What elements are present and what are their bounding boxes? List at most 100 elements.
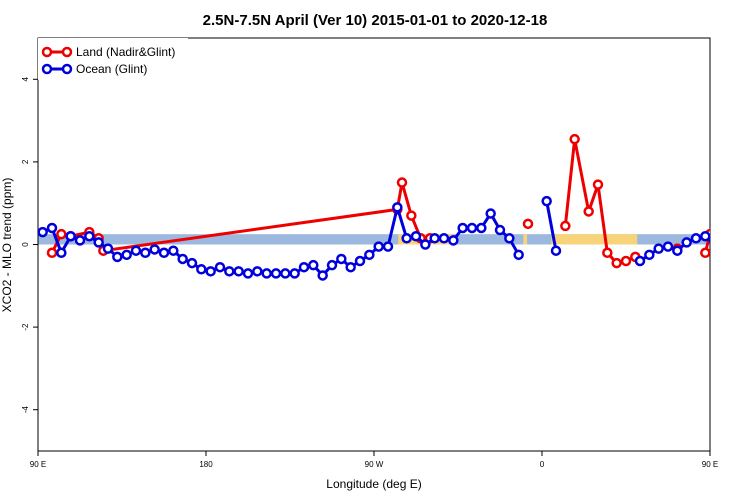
y-tick-label-0: -4: [21, 406, 30, 414]
series-0-point-14: [560, 220, 571, 232]
series-0-point-19: [611, 257, 622, 269]
series-1-point-16: [186, 257, 198, 269]
series-1-point-37: [382, 241, 394, 252]
series-0-point-12: [522, 218, 534, 230]
series-1-point-22: [242, 268, 254, 279]
series-1-point-9: [121, 249, 132, 261]
series-0-point-20: [620, 255, 632, 267]
series-1-point-53: [541, 195, 552, 207]
series-1-point-59: [662, 241, 674, 252]
chart-title: 2.5N-7.5N April (Ver 10) 2015-01-01 to 2…: [203, 12, 548, 29]
x-tick-label-4: 90 E: [702, 460, 718, 469]
series-0-point-7: [396, 177, 408, 188]
series-0-point-29: [734, 232, 742, 240]
series-1-point-2: [56, 247, 67, 259]
series-1-point-43: [438, 233, 450, 244]
legend: Land (Nadir&Glint) Ocean (Glint): [38, 38, 188, 80]
band-land-3: [716, 234, 750, 244]
series-1-point-63: [700, 230, 710, 242]
series-1-point-11: [140, 247, 151, 259]
series-1-point-42: [429, 233, 440, 244]
series-0-point-18: [602, 247, 613, 259]
series-1-point-41: [420, 239, 431, 250]
series-1-point-65: [720, 228, 728, 236]
series-0-point-16: [583, 206, 594, 217]
series-1-point-36: [373, 241, 384, 252]
series-1-point-62: [690, 233, 702, 244]
series-1-point-34: [354, 255, 366, 267]
legend-ocean-label: Ocean (Glint): [76, 62, 147, 76]
series-1-point-50: [504, 233, 515, 244]
series-1-point-18: [205, 266, 216, 277]
series-1-point-46: [466, 222, 478, 234]
series-1-point-47: [476, 222, 487, 234]
series-1-point-7: [102, 243, 114, 254]
background-band: [38, 234, 750, 245]
series-0-point-17: [592, 179, 604, 190]
series-1-point-67: [739, 249, 747, 257]
series-1-point-60: [672, 245, 683, 256]
series-1-point-45: [457, 222, 468, 234]
series-0-point-27: [715, 230, 723, 238]
x-tick-label-0: 90 E: [30, 460, 46, 469]
band-ocean: [38, 234, 710, 245]
legend-ocean-marker: [41, 63, 53, 75]
series-1-point-10: [130, 245, 142, 256]
series-1-point-31: [326, 259, 338, 271]
series-1-point-24: [261, 268, 272, 279]
series-1-point-51: [513, 249, 524, 261]
series-1-point-64: [709, 242, 710, 247]
series-1-point-6: [93, 237, 104, 248]
series: [38, 133, 750, 281]
series-1-line-1: [545, 200, 558, 251]
series-1-point-35: [364, 249, 375, 261]
series-1-point-14: [168, 245, 179, 256]
series-1-point-29: [308, 259, 319, 271]
series-1-point-49: [494, 224, 506, 236]
y-tick-label-2: 0: [21, 242, 30, 247]
legend-land-marker: [41, 46, 53, 58]
band-land-2: [551, 234, 638, 245]
series-1-point-15: [177, 253, 188, 265]
series-1-point-3: [65, 230, 76, 242]
series-1-point-38: [392, 202, 403, 213]
y-tick-label-4: 4: [21, 77, 30, 82]
series-1-point-58: [653, 243, 664, 254]
series-1-point-4: [74, 235, 86, 246]
series-0-point-1: [56, 228, 67, 240]
legend-land-marker-2: [61, 46, 73, 58]
series-1-point-30: [317, 270, 328, 281]
series-1-point-8: [112, 251, 123, 263]
series-1-point-48: [485, 208, 496, 219]
series-1-point-12: [149, 244, 160, 255]
series-1-point-0: [38, 226, 48, 238]
series-0-point-15: [569, 133, 580, 145]
series-1: [38, 195, 747, 281]
series-0-point-30: [743, 228, 750, 236]
legend-ocean-marker-2: [61, 63, 73, 75]
legend-land-label: Land (Nadir&Glint): [76, 45, 175, 59]
x-tick-label-3: 0: [540, 460, 545, 469]
x-axis-label: Longitude (deg E): [326, 477, 421, 491]
series-0-point-8: [406, 210, 417, 221]
series-0-point-28: [725, 234, 733, 242]
x-tick-label-2: 90 W: [365, 460, 384, 469]
band-land-1: [523, 234, 528, 245]
series-1-point-57: [644, 249, 655, 261]
series-1-point-44: [448, 235, 459, 246]
series-1-point-17: [196, 264, 207, 275]
legend-box: [38, 38, 188, 80]
series-1-point-1: [46, 222, 58, 234]
series-0-line-4: [703, 232, 710, 254]
series-1-point-25: [270, 268, 282, 279]
series-1-point-61: [681, 237, 692, 248]
series-1-point-23: [252, 266, 263, 277]
series-1-point-54: [550, 245, 562, 256]
y-tick-label-3: 2: [21, 159, 30, 164]
series-1-point-33: [345, 261, 356, 273]
series-1-point-21: [233, 266, 244, 277]
series-1-point-19: [214, 261, 226, 273]
series-1-point-28: [298, 261, 310, 273]
series-0-point-25: [700, 247, 710, 259]
